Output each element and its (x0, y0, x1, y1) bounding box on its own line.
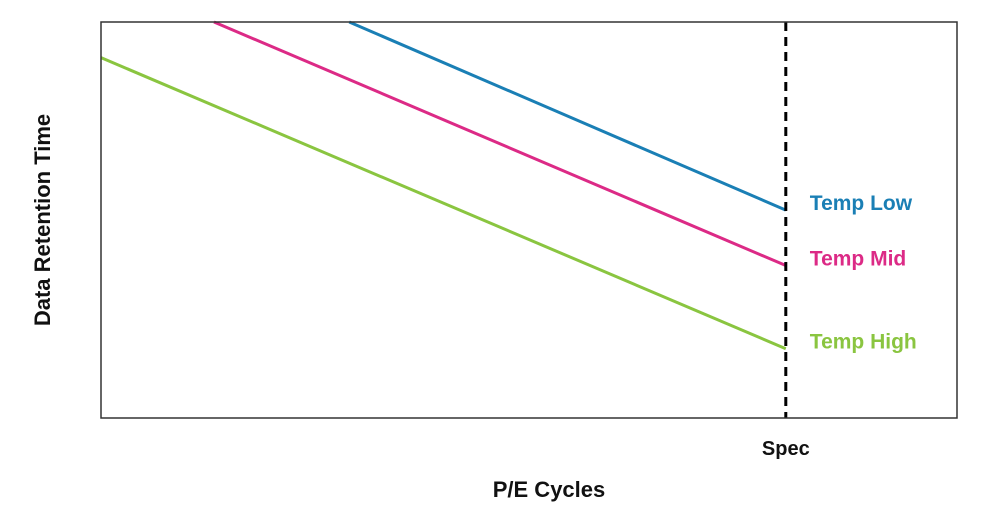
series-label-temp-mid: Temp Mid (810, 248, 906, 271)
series-line-temp-low (348, 20, 787, 212)
spec-tick-label: Spec (762, 438, 810, 460)
series-line-temp-mid (213, 20, 787, 267)
x-axis-title: P/E Cycles (493, 477, 606, 502)
series-labels: Temp Low Temp Mid Temp High (810, 192, 917, 354)
series-layer (100, 20, 787, 351)
plot-frame (100, 21, 958, 419)
y-axis-title: Data Retention Time (30, 114, 55, 326)
series-label-temp-low: Temp Low (810, 192, 913, 215)
series-label-temp-high: Temp High (810, 331, 917, 354)
series-line-temp-high (100, 56, 787, 351)
